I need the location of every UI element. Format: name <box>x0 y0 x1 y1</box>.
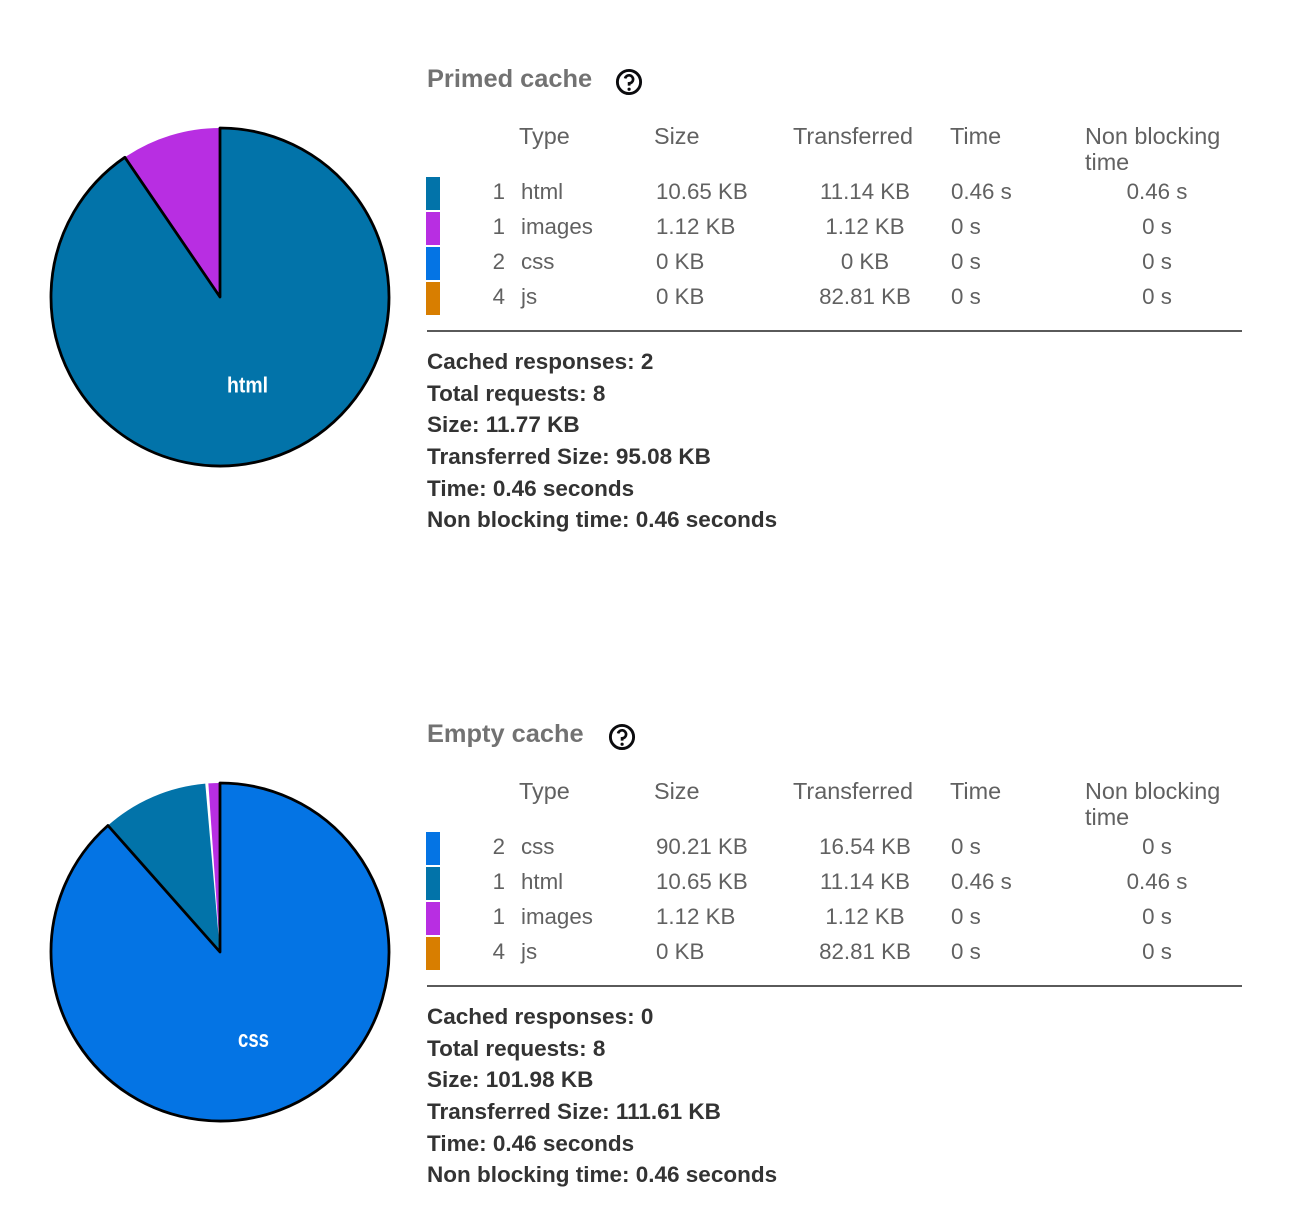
svg-text:css: css <box>238 1026 269 1053</box>
svg-text:html: html <box>227 372 268 397</box>
